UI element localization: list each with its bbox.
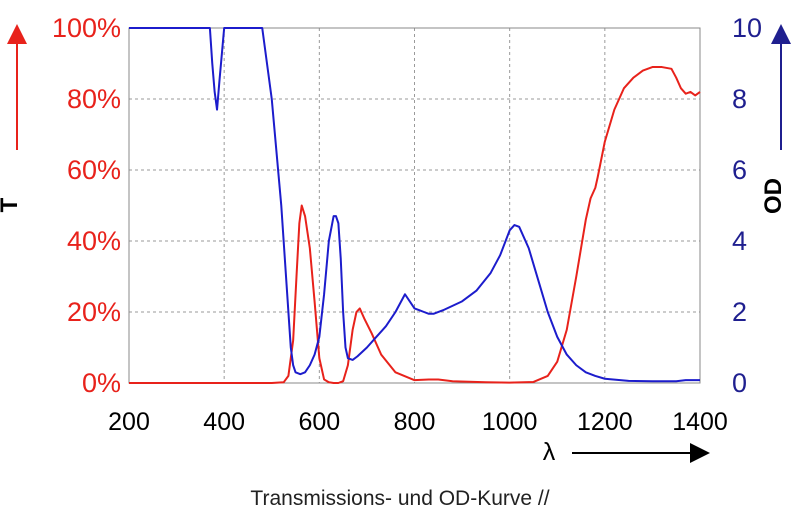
x-tick-label: 600 (298, 408, 340, 436)
x-tick-label: 800 (394, 408, 436, 436)
right-tick-label: 4 (732, 226, 747, 256)
x-tick-label: 200 (108, 408, 150, 436)
chart-caption: Transmissions- und OD-Kurve // (250, 487, 549, 510)
series-line-t (129, 66, 701, 384)
x-tick-label: 400 (203, 408, 245, 436)
right-tick-label: 2 (732, 297, 747, 327)
right-tick-label: 6 (732, 155, 747, 185)
left-tick-label: 80% (67, 84, 121, 114)
left-axis-ticks: 0% 20% 40% 60% 80% 100% (52, 13, 121, 398)
x-tick-label: 1200 (577, 408, 633, 436)
left-tick-label: 60% (67, 155, 121, 185)
right-tick-label: 0 (732, 368, 747, 398)
left-tick-label: 0% (82, 368, 121, 398)
series-line-od (129, 27, 700, 383)
series-layer (129, 27, 701, 384)
right-tick-label: 10 (732, 13, 762, 43)
right-tick-label: 8 (732, 84, 747, 114)
x-axis-title: λ (543, 438, 556, 466)
right-axis-title: OD (760, 178, 787, 214)
x-tick-label: 1400 (672, 408, 728, 436)
left-tick-label: 20% (67, 297, 121, 327)
left-axis-title: T (0, 197, 23, 212)
left-tick-label: 100% (52, 13, 121, 43)
plot-frame (128, 27, 701, 384)
x-tick-label: 1000 (482, 408, 538, 436)
x-axis-ticks: 200 400 600 800 1000 1200 1400 (108, 408, 728, 436)
left-tick-label: 40% (67, 226, 121, 256)
right-axis-ticks: 0 2 4 6 8 10 (732, 13, 762, 398)
